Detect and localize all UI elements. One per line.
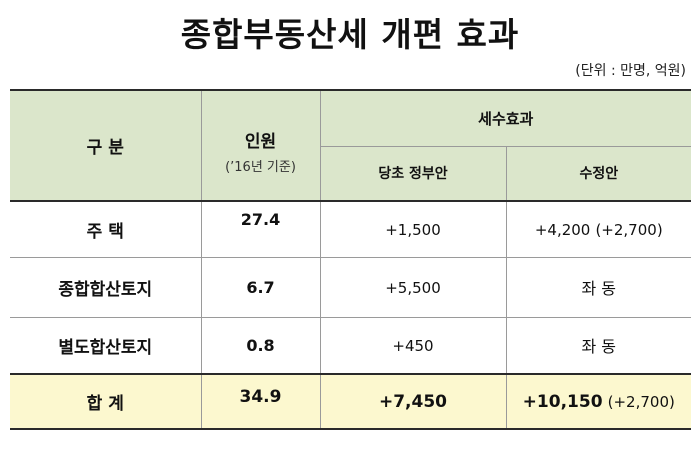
total-revised: +10,150	[522, 391, 603, 412]
header-people: 인원 (’16년 기준)	[200, 89, 320, 201]
page-title: 종합부동산세 개편 효과	[180, 15, 520, 54]
tax-effect-table: 구 분 인원 (’16년 기준) 세수효과 당초 정부안 수정안 주 택 27.…	[10, 89, 692, 430]
total-label: 합 계	[86, 394, 124, 414]
header-people-label: 인원	[244, 132, 277, 152]
total-row: 합 계 34.9 +7,450 +10,150 (+2,700)	[10, 373, 692, 430]
header-revised: 수정안	[505, 145, 692, 201]
total-revised-note: (+2,700)	[607, 392, 675, 411]
header-tax-effect: 세수효과	[319, 89, 692, 146]
row-revised: 좌 동	[581, 337, 617, 357]
row-original: +5,500	[385, 278, 441, 297]
row-label: 종합합산토지	[58, 279, 153, 300]
row-revised: +4,200	[534, 220, 591, 239]
row-revised: 좌 동	[581, 279, 617, 298]
total-original: +7,450	[378, 391, 448, 412]
row-people: 6.7	[246, 277, 275, 297]
row-original: +1,500	[385, 220, 441, 239]
header-category: 구 분	[10, 89, 201, 201]
table-row: 별도합산토지 0.8 +450 좌 동	[10, 316, 692, 374]
header-people-sub: (’16년 기준)	[225, 160, 296, 175]
row-people: 0.8	[246, 335, 275, 355]
table-row: 종합합산토지 6.7 +5,500 좌 동	[10, 256, 692, 317]
row-revised-note: (+2,700)	[595, 220, 663, 239]
unit-note: (단위 : 만명, 억원)	[575, 63, 686, 79]
row-people: 27.4	[240, 210, 281, 229]
row-label: 별도합산토지	[58, 337, 153, 358]
table-row: 주 택 27.4 +1,500 +4,200 (+2,700)	[10, 200, 692, 257]
row-label: 주 택	[86, 221, 124, 242]
row-original: +450	[392, 336, 434, 355]
header-original: 당초 정부안	[319, 145, 506, 201]
total-people: 34.9	[239, 387, 282, 407]
